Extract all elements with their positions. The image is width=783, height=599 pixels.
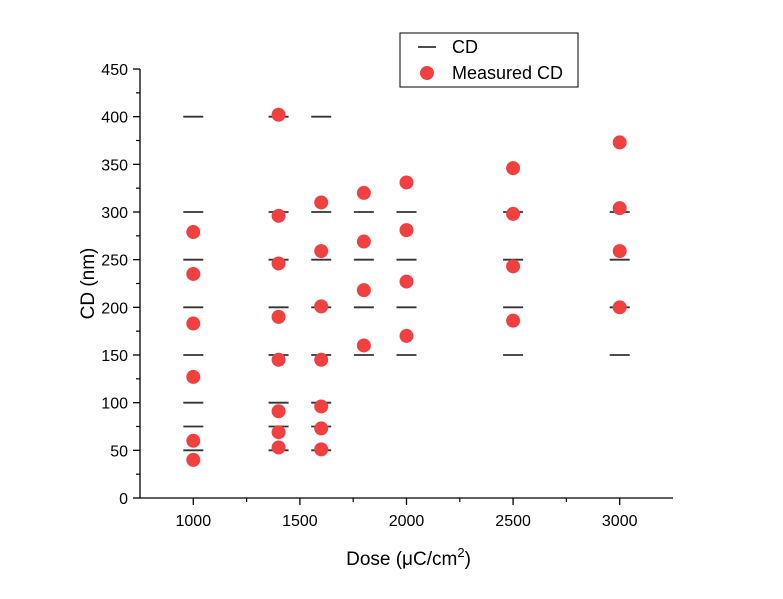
measured-cd-point	[356, 338, 371, 353]
data-series	[183, 107, 630, 467]
axes: 1000 1500 2000 2500 3000 0 50 100 150 200 250 300 3…	[101, 62, 673, 530]
measured-cd-point	[186, 369, 201, 384]
measured-cd-point	[506, 313, 521, 328]
measured-cd-point	[612, 135, 627, 150]
measured-cd-point	[271, 425, 286, 440]
measured-cd-point	[356, 185, 371, 200]
measured-cd-point	[399, 223, 414, 238]
x-tick-label: 1000	[176, 513, 212, 530]
series-measured-cd	[186, 107, 627, 467]
x-axis-title: Dose (μC/cm2)	[346, 545, 471, 570]
x-tick-label: 2500	[495, 513, 531, 530]
x-axis-ticks: 1000 1500 2000 2500 3000	[176, 498, 638, 530]
y-tick-label: 150	[101, 348, 128, 365]
measured-cd-point	[399, 175, 414, 190]
measured-cd-point	[271, 404, 286, 419]
measured-cd-point	[186, 266, 201, 281]
measured-cd-point	[186, 452, 201, 467]
measured-cd-point	[271, 309, 286, 324]
measured-cd-point	[314, 195, 329, 210]
y-tick-label: 450	[101, 62, 128, 79]
measured-cd-point	[271, 208, 286, 223]
x-axis-title-close: )	[465, 549, 471, 570]
measured-cd-point	[186, 316, 201, 331]
measured-cd-point	[271, 440, 286, 455]
y-tick-label: 350	[101, 157, 128, 174]
measured-cd-point	[356, 234, 371, 249]
measured-cd-point	[314, 299, 329, 314]
measured-cd-point	[186, 433, 201, 448]
legend-label-measured-cd: Measured CD	[452, 63, 563, 83]
y-tick-label: 300	[101, 205, 128, 222]
y-tick-label: 50	[110, 443, 128, 460]
measured-cd-point	[271, 352, 286, 367]
measured-cd-point	[612, 201, 627, 216]
measured-cd-point	[314, 421, 329, 436]
y-tick-label: 400	[101, 110, 128, 127]
y-tick-label: 200	[101, 300, 128, 317]
y-axis-ticks: 0 50 100 150 200 250 300 350 400 450	[101, 62, 140, 508]
y-tick-label: 250	[101, 253, 128, 270]
legend-label-cd: CD	[452, 37, 478, 57]
measured-cd-point	[506, 206, 521, 221]
measured-cd-point	[356, 283, 371, 298]
measured-cd-point	[271, 107, 286, 122]
measured-cd-point	[186, 225, 201, 240]
legend: CD Measured CD	[399, 32, 579, 88]
x-tick-label: 3000	[602, 513, 638, 530]
x-tick-label: 2000	[389, 513, 425, 530]
measured-cd-point	[314, 442, 329, 457]
measured-cd-point	[314, 244, 329, 259]
measured-cd-point	[271, 256, 286, 271]
measured-cd-point	[506, 161, 521, 176]
y-tick-label: 0	[119, 491, 128, 508]
x-tick-label: 1500	[282, 513, 318, 530]
y-axis-title: CD (nm)	[78, 248, 99, 320]
measured-cd-point	[612, 300, 627, 315]
measured-cd-point	[399, 274, 414, 289]
legend-marker-measured-cd	[420, 66, 434, 80]
x-axis-title-main: Dose (μC/cm	[346, 549, 457, 570]
measured-cd-point	[399, 328, 414, 343]
measured-cd-point	[314, 352, 329, 367]
y-tick-label: 100	[101, 396, 128, 413]
measured-cd-point	[506, 259, 521, 274]
measured-cd-point	[612, 244, 627, 259]
x-axis-title-superscript: 2	[457, 545, 464, 560]
measured-cd-point	[314, 399, 329, 414]
